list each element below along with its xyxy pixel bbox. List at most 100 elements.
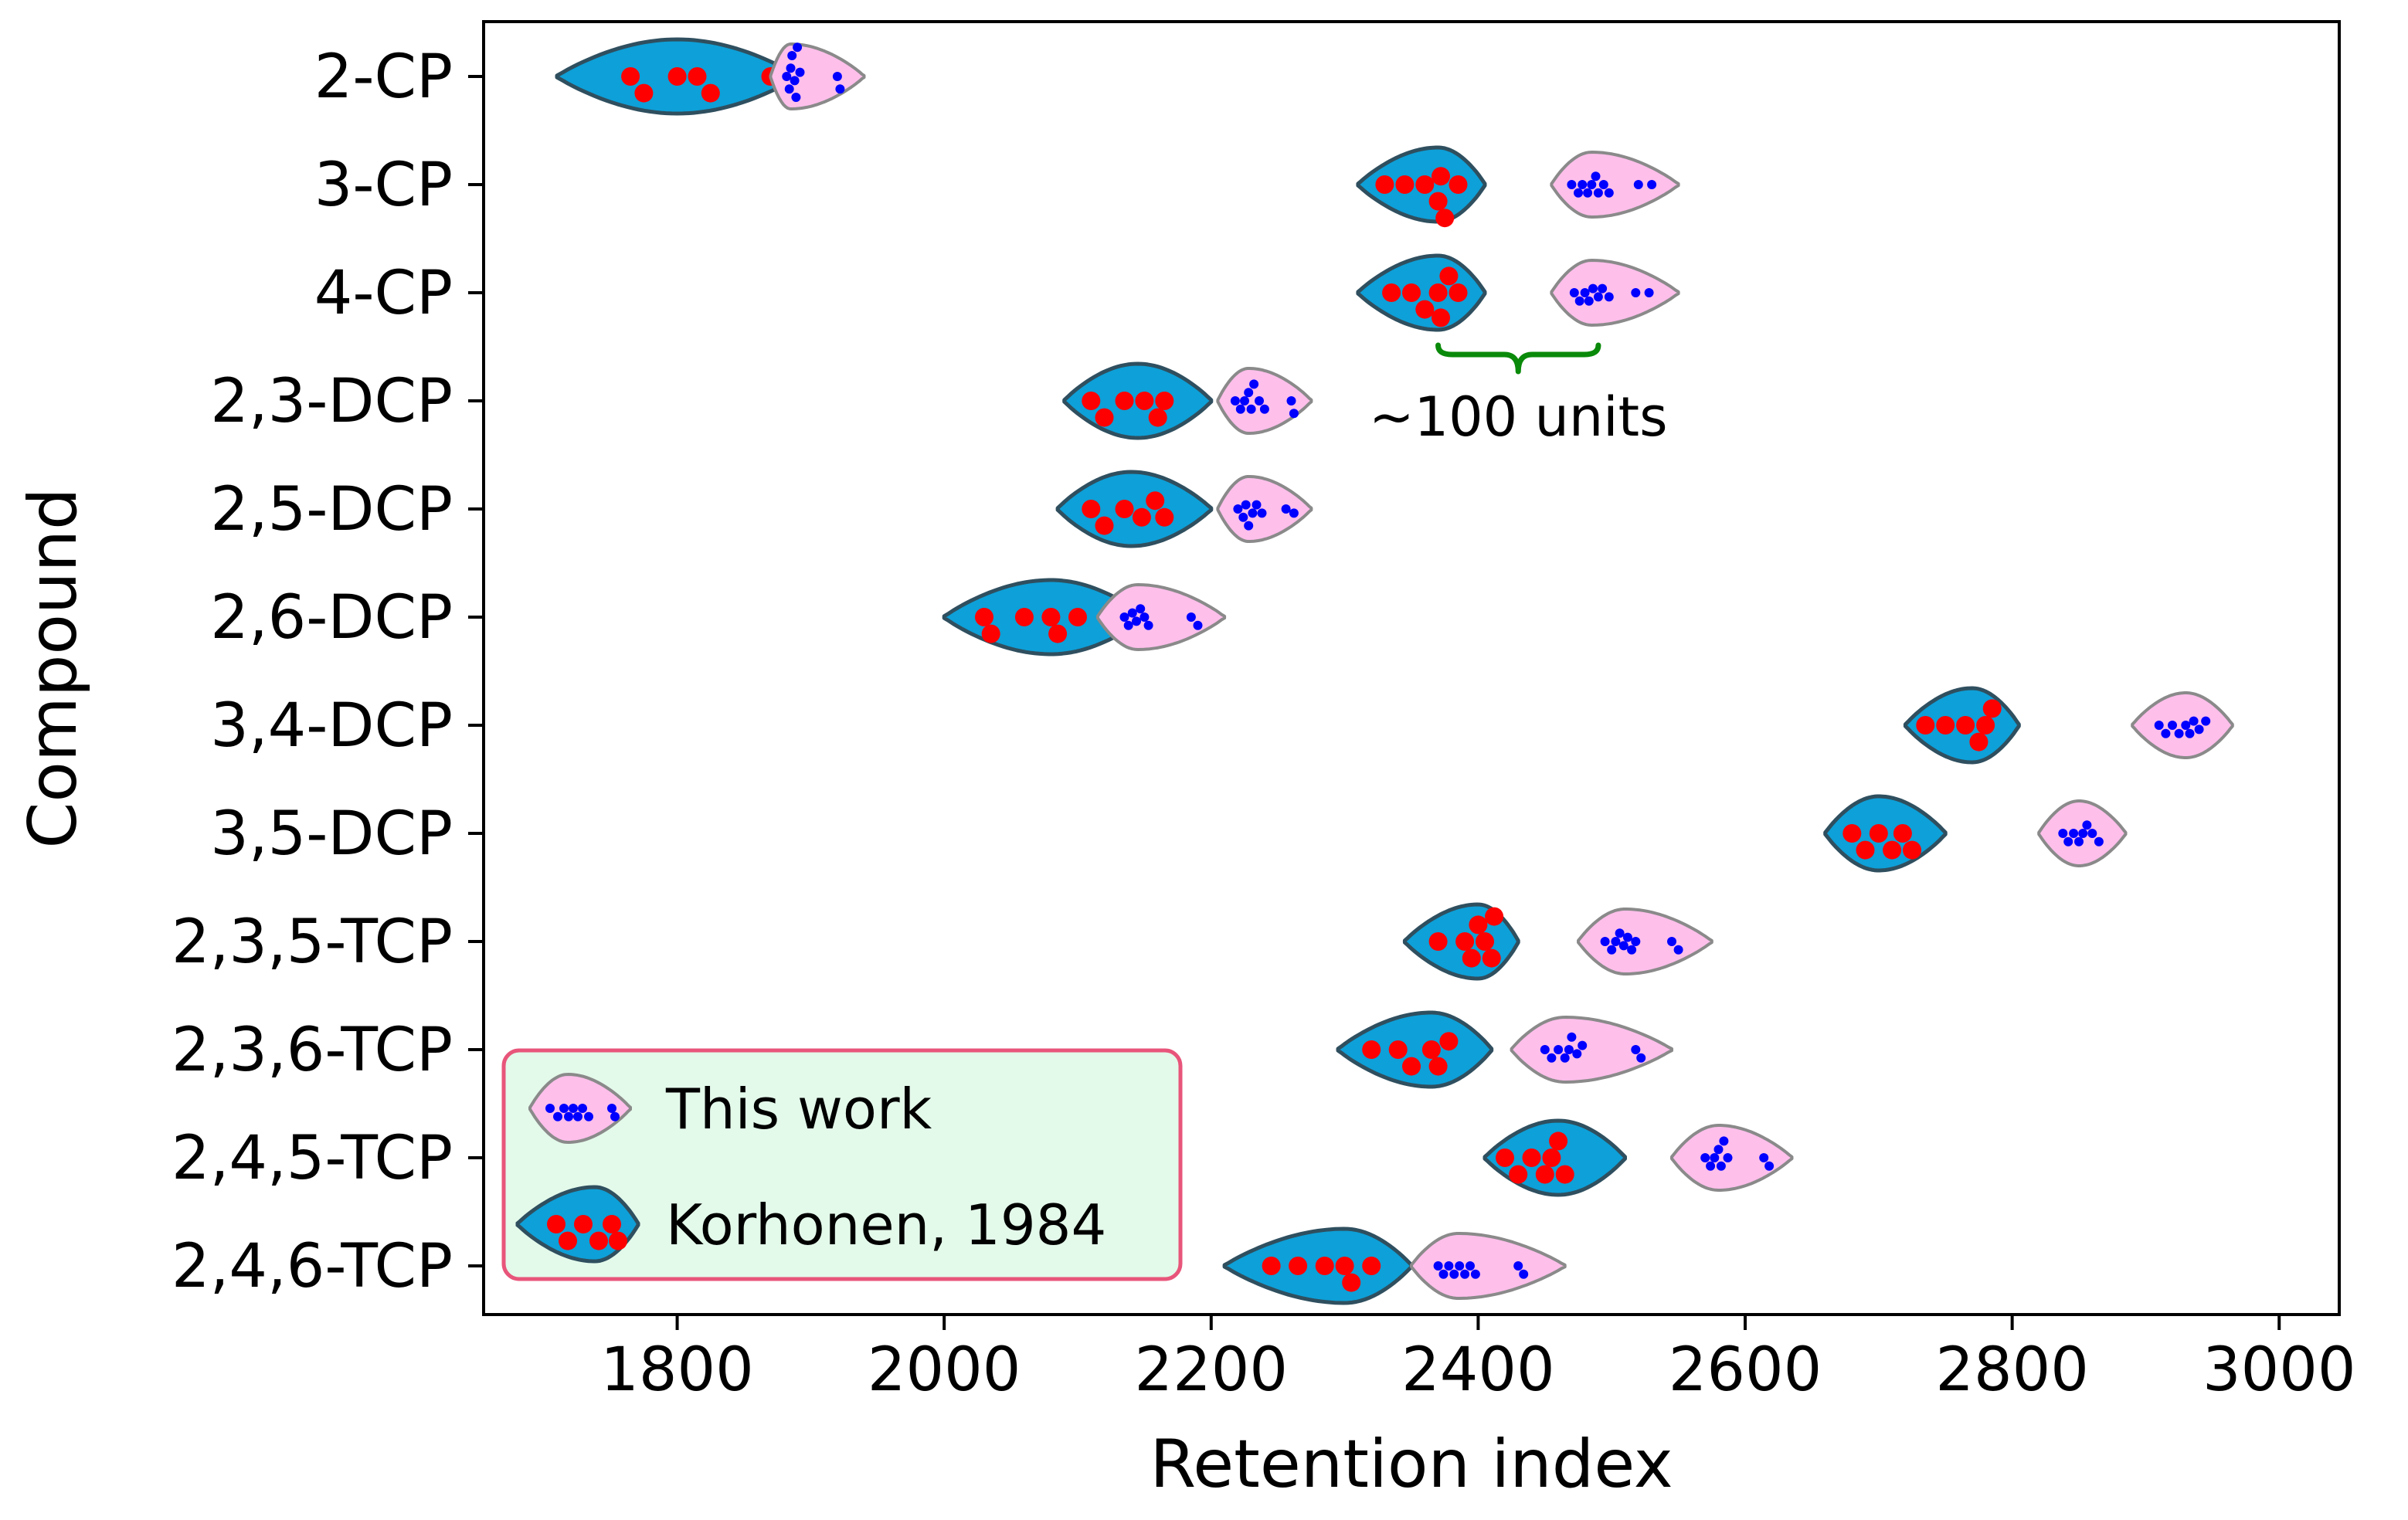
data-point-this-work xyxy=(1547,1053,1557,1063)
violin-group-this-work xyxy=(1510,1016,1673,1084)
data-point-this-work xyxy=(784,84,794,94)
data-point-korhonen xyxy=(1315,1257,1334,1275)
data-point-this-work xyxy=(1764,1161,1775,1171)
data-point-this-work xyxy=(1618,941,1629,951)
data-point-this-work xyxy=(2161,728,2171,738)
legend-point-this-work xyxy=(545,1104,555,1113)
violin-this-work xyxy=(1510,1016,1673,1084)
data-point-korhonen xyxy=(1462,948,1481,968)
data-point-this-work xyxy=(2181,721,2191,730)
data-point-this-work xyxy=(1281,504,1291,514)
data-point-this-work xyxy=(1631,937,1641,946)
violin-group-this-work xyxy=(769,42,866,110)
data-point-this-work xyxy=(1244,521,1254,531)
data-point-this-work xyxy=(1622,932,1632,942)
data-point-this-work xyxy=(1240,396,1249,405)
plot-frame xyxy=(482,20,2341,1316)
data-point-this-work xyxy=(1466,1261,1475,1271)
data-point-this-work xyxy=(1567,1032,1577,1042)
legend-label-this-work: This work xyxy=(665,1077,932,1142)
legend-point-this-work xyxy=(553,1111,562,1121)
data-point-korhonen xyxy=(1439,266,1459,286)
data-point-this-work xyxy=(1186,612,1196,622)
legend-point-this-work xyxy=(578,1104,587,1113)
data-point-this-work xyxy=(2082,820,2092,830)
data-point-this-work xyxy=(1567,180,1577,189)
data-point-korhonen xyxy=(1342,1273,1361,1292)
data-point-korhonen xyxy=(1082,500,1101,518)
data-point-korhonen xyxy=(1428,1057,1448,1076)
data-point-this-work xyxy=(1246,404,1256,414)
data-point-this-work xyxy=(1574,296,1584,306)
data-point-korhonen xyxy=(1262,1257,1281,1275)
data-point-korhonen xyxy=(1148,408,1167,427)
data-point-this-work xyxy=(835,84,845,94)
violin-this-work xyxy=(1216,367,1313,435)
violin-group-korhonen xyxy=(1356,145,1487,228)
y-tick-label: 3-CP xyxy=(314,151,453,220)
violin-group-korhonen xyxy=(1062,361,1214,440)
data-point-this-work xyxy=(1593,188,1603,198)
x-tick-label: 3000 xyxy=(2203,1335,2356,1405)
data-point-this-work xyxy=(2201,716,2211,726)
data-point-korhonen xyxy=(1522,1148,1541,1167)
violin-this-work xyxy=(1410,1232,1567,1300)
data-point-this-work xyxy=(791,93,801,102)
axis-ticks: 1800 2000 2200 2400 2600 2800 3000 2-CP 3-CP 4-CP… xyxy=(172,42,2356,1405)
data-point-korhonen xyxy=(1428,283,1448,302)
data-point-this-work xyxy=(1578,1040,1588,1050)
legend-symbol-this-work xyxy=(528,1072,632,1145)
violin-this-work xyxy=(1550,151,1680,219)
data-point-this-work xyxy=(1572,1049,1582,1059)
annotation-group: ~100 units xyxy=(1369,342,1668,449)
data-point-this-work xyxy=(2069,829,2079,838)
data-point-korhonen xyxy=(1048,624,1068,643)
data-point-this-work xyxy=(2074,836,2084,847)
data-point-this-work xyxy=(1713,1145,1724,1155)
data-point-this-work xyxy=(1587,180,1597,189)
data-point-korhonen xyxy=(1982,699,2002,718)
data-point-this-work xyxy=(1519,1269,1529,1279)
y-axis-label: Compound xyxy=(15,487,92,848)
data-point-korhonen xyxy=(1449,283,1468,302)
data-point-this-work xyxy=(1636,1053,1646,1063)
data-point-this-work xyxy=(1591,171,1601,182)
data-point-korhonen xyxy=(1382,283,1401,302)
x-axis-label: Retention index xyxy=(1150,1426,1673,1503)
data-point-this-work xyxy=(1252,500,1262,510)
violin-this-work xyxy=(1577,908,1713,975)
data-point-this-work xyxy=(2063,836,2073,847)
data-point-korhonen xyxy=(667,67,687,86)
y-tick-label: 3,4-DCP xyxy=(210,691,453,761)
data-point-korhonen xyxy=(981,624,1000,643)
data-point-this-work xyxy=(1123,620,1133,630)
data-point-this-work xyxy=(1248,508,1258,518)
data-point-korhonen xyxy=(1155,392,1174,410)
data-point-korhonen xyxy=(1415,175,1435,194)
data-point-korhonen xyxy=(1362,1257,1381,1275)
data-point-this-work xyxy=(1583,188,1593,198)
violin-group-korhonen xyxy=(1222,1227,1414,1305)
data-point-this-work xyxy=(832,72,842,81)
data-point-korhonen xyxy=(1893,824,1912,843)
data-point-korhonen xyxy=(1428,932,1448,951)
y-tick-label: 2-CP xyxy=(314,42,453,112)
data-point-korhonen xyxy=(1469,915,1488,935)
data-point-this-work xyxy=(787,51,797,60)
data-point-korhonen xyxy=(1509,1165,1528,1184)
data-point-this-work xyxy=(1444,1261,1454,1271)
data-point-this-work xyxy=(1460,1269,1470,1279)
data-point-this-work xyxy=(1143,620,1153,630)
data-point-this-work xyxy=(1433,1261,1443,1271)
data-point-this-work xyxy=(1438,1269,1449,1279)
data-point-korhonen xyxy=(1155,507,1174,527)
data-point-korhonen xyxy=(1476,932,1494,951)
legend-point-korhonen xyxy=(589,1231,608,1250)
x-tick-label: 2200 xyxy=(1135,1335,1289,1405)
legend-point-korhonen xyxy=(574,1215,593,1233)
data-point-this-work xyxy=(1455,1261,1465,1271)
data-point-korhonen xyxy=(1549,1132,1568,1151)
data-point-this-work xyxy=(1235,404,1245,414)
data-point-this-work xyxy=(1127,608,1137,618)
